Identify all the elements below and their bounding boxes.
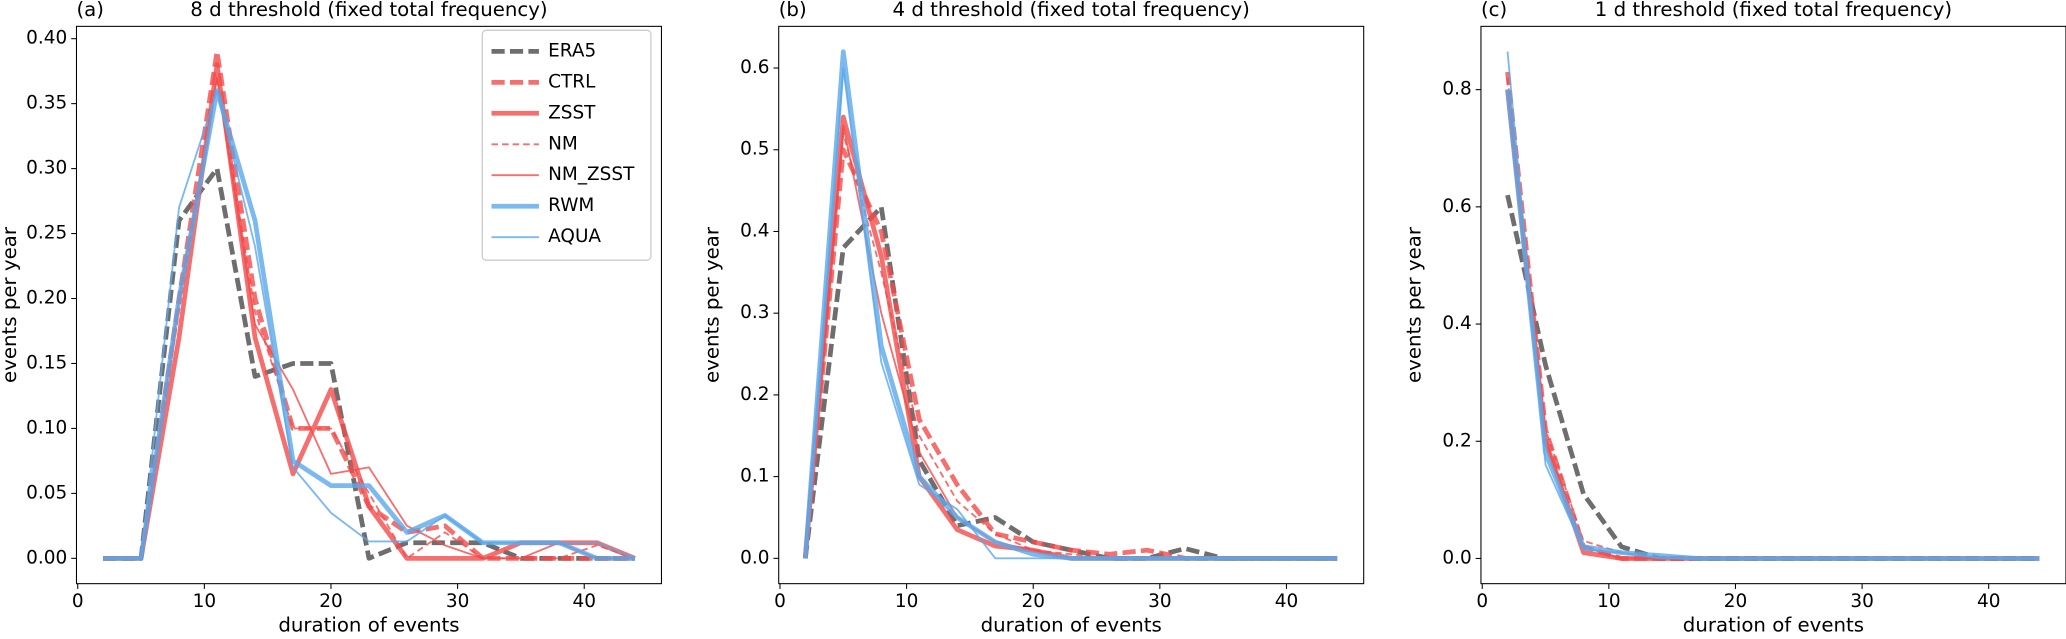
y-tick-label: 0.20 <box>26 288 67 309</box>
series-line <box>802 49 1338 561</box>
y-tick-label: 0.30 <box>26 158 67 179</box>
y-tick-label: 0.5 <box>740 139 769 160</box>
y-tick-label: 0.00 <box>26 547 67 568</box>
x-tick-label: 40 <box>1977 591 2000 612</box>
y-tick-label: 0.1 <box>740 466 769 487</box>
series-line <box>804 124 1338 560</box>
panel: 0 10 20 30 40 0.0 0.2 0.4 0.6 0.8 (c) 1 d threshold… <box>1403 0 2066 636</box>
series-line <box>103 76 636 560</box>
y-tick-label: 0.8 <box>1442 79 1471 100</box>
x-tick-label: 30 <box>1148 591 1171 612</box>
y-tick-label: 0.25 <box>26 223 67 244</box>
legend-label: RWM <box>548 195 594 216</box>
y-tick-label: 0.3 <box>740 302 769 323</box>
y-tick-label: 0.0 <box>740 547 769 568</box>
x-tick-label: 10 <box>193 591 216 612</box>
panel-label: (a) <box>76 0 104 21</box>
y-tick-label: 0.35 <box>26 93 67 114</box>
x-tick-label: 40 <box>572 591 595 612</box>
x-tick-label: 30 <box>1850 591 1873 612</box>
y-axis-label: events per year <box>700 226 723 383</box>
chart-title: 4 d threshold (fixed total frequency) <box>893 0 1250 21</box>
series-line <box>103 89 636 560</box>
legend: ERA5 CTRL ZSST NM NM_ZSST RWM AQUA <box>481 29 652 261</box>
series-line <box>804 67 1338 560</box>
y-tick-label: 0.6 <box>740 57 769 78</box>
x-tick-label: 10 <box>895 591 918 612</box>
y-tick-label: 0.4 <box>1442 313 1471 334</box>
y-axis-label: events per year <box>0 226 21 383</box>
series-line <box>1505 89 2040 561</box>
x-tick-label: 0 <box>774 591 786 612</box>
chart-title: 1 d threshold (fixed total frequency) <box>1595 0 1952 21</box>
y-tick-label: 0.15 <box>26 352 67 373</box>
x-axis-label: duration of events <box>981 613 1162 636</box>
x-tick-label: 20 <box>1724 591 1747 612</box>
x-tick-label: 30 <box>446 591 469 612</box>
panel: 0 10 20 30 40 0.0 0.1 0.2 0.3 0.4 0.5 0.6 (b) 4 d thr… <box>700 0 1365 636</box>
series-line <box>802 114 1338 561</box>
plot-frame <box>75 25 662 585</box>
x-tick-label: 0 <box>72 591 84 612</box>
y-tick-label: 0.2 <box>1442 430 1471 451</box>
x-tick-label: 0 <box>1476 591 1488 612</box>
series-line <box>1505 89 2040 561</box>
series-line <box>804 132 1338 560</box>
legend-label: CTRL <box>548 71 596 92</box>
y-tick-label: 0.6 <box>1442 196 1471 217</box>
series-line <box>1506 89 2040 560</box>
y-tick-label: 0.2 <box>740 384 769 405</box>
x-axis-label: duration of events <box>1683 613 1864 636</box>
series-line <box>1505 194 2040 561</box>
legend-label: NM <box>548 133 578 154</box>
series-line <box>1506 51 2040 560</box>
x-tick-label: 10 <box>1597 591 1620 612</box>
series-line <box>802 147 1338 561</box>
x-axis-label: duration of events <box>278 613 459 636</box>
series-line <box>1506 77 2040 560</box>
legend-label: NM_ZSST <box>548 164 635 185</box>
legend-label: ZSST <box>548 102 596 123</box>
y-tick-label: 0.05 <box>26 482 67 503</box>
y-tick-label: 0.10 <box>26 417 67 438</box>
series-line <box>1505 71 2040 561</box>
y-tick-label: 0.4 <box>740 220 769 241</box>
x-tick-label: 20 <box>1021 591 1044 612</box>
y-tick-label: 0.40 <box>26 28 67 49</box>
plot-frame <box>778 25 1365 585</box>
x-tick-label: 40 <box>1275 591 1298 612</box>
chart-title: 8 d threshold (fixed total frequency) <box>190 0 547 21</box>
panel: 0 10 20 30 40 0.00 0.05 0.10 0.15 0.20 0.25 0.30 0.3… <box>0 0 662 636</box>
x-tick-label: 20 <box>319 591 342 612</box>
legend-label: ERA5 <box>548 40 596 61</box>
panel-label: (c) <box>1481 0 1507 21</box>
legend-label: AQUA <box>548 226 601 247</box>
legend-box <box>481 29 652 261</box>
panel-label: (b) <box>779 0 807 21</box>
y-axis-label: events per year <box>1403 226 1426 383</box>
y-tick-label: 0.0 <box>1442 547 1471 568</box>
